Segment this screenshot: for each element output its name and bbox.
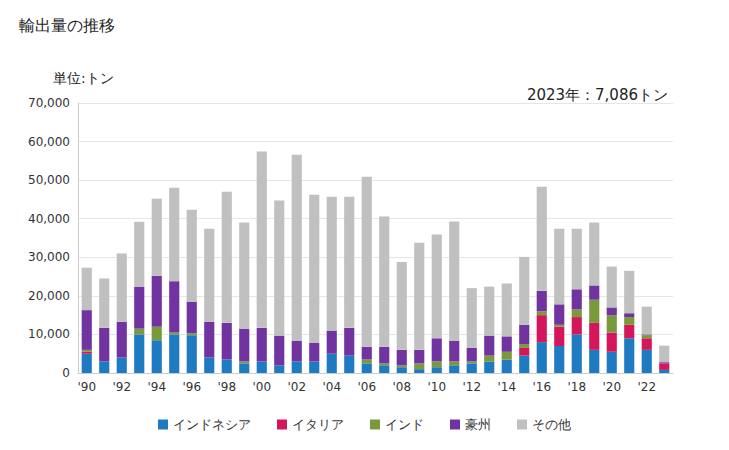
svg-text:'94: '94 (147, 380, 166, 394)
svg-text:'04: '04 (322, 380, 341, 394)
svg-text:2023年：7,086トン: 2023年：7,086トン (527, 86, 668, 104)
svg-text:インド: インド (385, 417, 424, 432)
svg-text:単位:トン: 単位:トン (53, 70, 114, 86)
svg-text:輸出量の推移: 輸出量の推移 (19, 16, 115, 35)
svg-text:'98: '98 (217, 380, 236, 394)
svg-text:'90: '90 (77, 380, 96, 394)
svg-text:'96: '96 (182, 380, 201, 394)
svg-text:40,000: 40,000 (28, 212, 70, 226)
svg-text:30,000: 30,000 (28, 250, 70, 264)
svg-text:豪州: 豪州 (465, 417, 491, 432)
svg-text:'20: '20 (602, 380, 621, 394)
svg-text:'18: '18 (567, 380, 586, 394)
svg-text:'00: '00 (252, 380, 271, 394)
svg-text:'10: '10 (427, 380, 446, 394)
svg-text:'12: '12 (462, 380, 481, 394)
svg-text:その他: その他 (532, 417, 571, 432)
svg-text:'08: '08 (392, 380, 411, 394)
svg-text:50,000: 50,000 (28, 173, 70, 187)
svg-text:イタリア: イタリア (292, 417, 344, 432)
svg-text:0: 0 (62, 366, 70, 380)
svg-text:'92: '92 (112, 380, 131, 394)
svg-text:10,000: 10,000 (28, 327, 70, 341)
svg-text:'06: '06 (357, 380, 376, 394)
svg-text:'02: '02 (287, 380, 306, 394)
svg-text:インドネシア: インドネシア (173, 417, 251, 432)
svg-text:60,000: 60,000 (28, 135, 70, 149)
svg-text:'22: '22 (637, 380, 656, 394)
svg-text:20,000: 20,000 (28, 289, 70, 303)
svg-text:'14: '14 (497, 380, 516, 394)
svg-text:'16: '16 (532, 380, 551, 394)
svg-text:70,000: 70,000 (28, 96, 70, 110)
